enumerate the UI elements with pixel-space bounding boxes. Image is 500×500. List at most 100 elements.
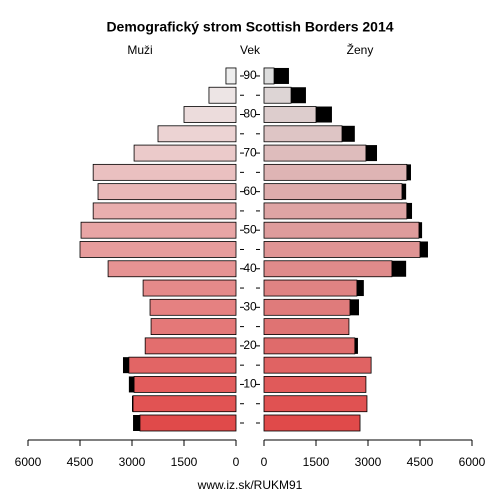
x-tick-label: 0 (261, 455, 268, 469)
bar (263, 202, 413, 220)
bar (263, 395, 368, 413)
bar-part (263, 221, 420, 239)
bar (183, 106, 237, 123)
bar-part (79, 241, 237, 258)
x-tick-label: 1500 (303, 455, 330, 469)
bar (142, 279, 237, 297)
bar (97, 183, 237, 201)
bar-part (263, 337, 356, 355)
bar (263, 298, 359, 316)
bar (157, 125, 237, 143)
bar-part (263, 241, 421, 258)
bar (263, 318, 350, 336)
bar-part (107, 260, 237, 278)
bar (133, 414, 237, 432)
right-label: Ženy (347, 42, 374, 57)
bar (263, 376, 367, 393)
bar-part (97, 183, 237, 201)
bar (144, 337, 237, 355)
bar (263, 241, 428, 258)
x-tick-label: 6000 (15, 455, 42, 469)
bar-part (128, 356, 237, 374)
bar-part (263, 125, 343, 143)
x-tick-label: 4500 (407, 455, 434, 469)
bar-part (142, 279, 237, 297)
bar (208, 86, 237, 104)
footer: www.iz.sk/RUKM91 (197, 478, 303, 492)
bar (225, 67, 237, 85)
bar (263, 337, 358, 355)
bar-part (133, 144, 237, 162)
bar (263, 356, 372, 374)
bar-part (263, 395, 368, 413)
bar-part (263, 279, 358, 297)
y-tick-label: 70 (243, 145, 257, 159)
bar (79, 241, 237, 258)
bar-part (225, 67, 237, 85)
bar-part (132, 395, 237, 413)
bar-part (133, 376, 237, 393)
bar-part (263, 298, 351, 316)
bar (133, 144, 237, 162)
bar (107, 260, 237, 278)
bar (263, 414, 361, 432)
bar-part (263, 202, 408, 220)
bar (263, 86, 306, 104)
left-label: Muži (127, 43, 152, 57)
bar (132, 395, 237, 413)
bar (263, 106, 332, 123)
bar-part (92, 163, 237, 181)
bar (263, 144, 378, 162)
y-tick-label: 20 (243, 338, 257, 352)
center-label: Vek (240, 43, 261, 57)
y-tick-label: 40 (243, 261, 257, 275)
bar-part (157, 125, 237, 143)
bar-part (208, 86, 237, 104)
bar (263, 260, 407, 278)
y-tick-label: 90 (243, 68, 257, 82)
bar-part (92, 202, 237, 220)
y-tick-label: 10 (243, 377, 257, 391)
x-tick-label: 3000 (355, 455, 382, 469)
x-tick-label: 4500 (67, 455, 94, 469)
bar-part (263, 318, 350, 336)
bar-part (263, 183, 403, 201)
bar (80, 221, 237, 239)
bar (122, 356, 237, 374)
bar-part (263, 376, 367, 393)
bar-part (263, 260, 393, 278)
bar (92, 202, 237, 220)
bar-part (263, 67, 275, 85)
bar (263, 125, 355, 143)
bar-part (149, 298, 237, 316)
x-tick-label: 3000 (119, 455, 146, 469)
bar (128, 376, 237, 393)
bar (263, 221, 423, 239)
x-tick-label: 1500 (171, 455, 198, 469)
bar-part (139, 414, 237, 432)
bar-part (263, 86, 292, 104)
bar (263, 183, 407, 201)
bar-part (263, 106, 317, 123)
bar (263, 279, 364, 297)
bar-part (183, 106, 237, 123)
bar (149, 298, 237, 316)
bar (150, 318, 237, 336)
bar-part (150, 318, 237, 336)
x-tick-label: 0 (233, 455, 240, 469)
bar-part (263, 356, 372, 374)
bar (263, 163, 411, 181)
chart-title: Demografický strom Scottish Borders 2014 (106, 19, 393, 35)
y-tick-label: 80 (243, 107, 257, 121)
x-tick-label: 6000 (459, 455, 486, 469)
y-tick-label: 30 (243, 299, 257, 313)
bar-part (80, 221, 237, 239)
bar (92, 163, 237, 181)
bar-part (263, 414, 361, 432)
bar-part (144, 337, 237, 355)
bar-part (263, 144, 367, 162)
bar (263, 67, 289, 85)
y-tick-label: 50 (243, 222, 257, 236)
y-tick-label: 60 (243, 184, 257, 198)
